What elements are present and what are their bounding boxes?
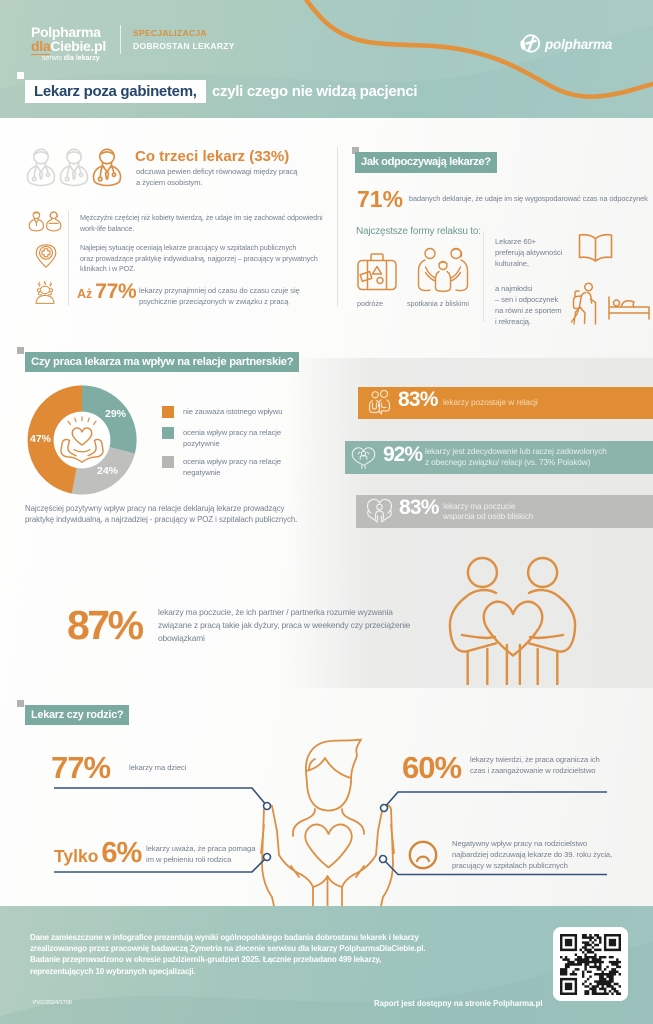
svg-text:polpharma: polpharma <box>544 37 613 52</box>
